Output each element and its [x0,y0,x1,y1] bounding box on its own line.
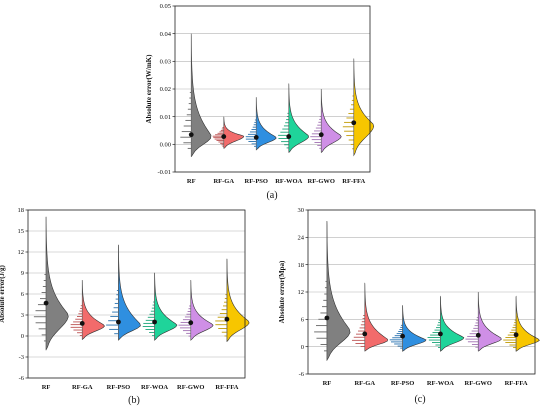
x-category-label: RF-PSO [391,380,414,387]
violin-rf-ga [223,116,245,149]
y-tick-label: -6 [299,371,305,378]
y-tick-label: 18 [298,262,305,269]
y-tick-label: 0.02 [160,86,171,93]
mean-point-rf-ffa [513,332,519,338]
mean-point-rf-gwo [188,320,194,326]
mean-point-rf-ffa [224,316,230,322]
y-tick-label: 0.03 [160,59,171,66]
x-category-label: RF-GWO [465,380,492,387]
violin-rf-ffa [226,258,250,342]
y-tick-label: 12 [298,289,305,296]
violin-rf [45,216,69,351]
x-category-label: RF-FFA [342,178,365,185]
x-category-label: RF-GA [354,380,375,387]
panel-label: (b) [128,395,140,406]
plot-frame [307,209,536,375]
y-tick-label: 3 [21,312,24,319]
violin-rf-ga [364,282,388,352]
y-tick-label: 0.05 [160,3,171,10]
mean-point-rf-pso [253,135,259,140]
x-category-label: RF-WOA [427,380,454,387]
mean-point-rf-pso [116,319,121,325]
violin-rf [326,220,351,362]
mean-point-rf-ga [221,134,227,139]
y-tick-label: -0.01 [157,169,171,176]
violin-rf-gwo [477,291,502,352]
violin-rf [190,33,212,157]
mean-point-rf-pso [400,333,405,339]
x-category-label: RF-PSO [245,178,268,185]
x-category-label: RF [42,384,51,391]
x-category-label: RF-WOA [275,178,302,185]
y-tick-label: 24 [298,235,305,242]
x-category-label: RF-GWO [177,384,204,391]
x-category-label: RF-GA [72,384,93,391]
violin-rf-woa [153,272,178,341]
y-tick-label: 30 [298,207,305,214]
y-tick-label: 0.00 [160,142,171,149]
y-tick-label: 0.01 [160,114,171,121]
violin-rf-ffa [353,58,375,157]
mean-point-rf [43,300,49,306]
y-tick-label: 12 [18,249,25,256]
chart-panel-1: -0.01 0.00 0.01 0.02 0.03 0.04 0.05 RF RF-GA RF-P… [145,3,375,201]
mean-point-rf-woa [438,331,443,337]
violin-rf-woa [288,83,309,153]
y-axis-title: Absolute error(W/mK) [145,54,153,124]
x-category-label: RF-FFA [215,384,238,391]
x-category-label: RF-FFA [505,380,528,387]
y-axis-title: Absolute error(Mpa) [278,260,286,323]
mean-point-rf [188,132,194,138]
y-tick-label: 9 [21,270,24,277]
chart-panel-3: -6 0 6 12 18 24 30 RF RF-GA RF-PSO RF-WOA RF-GWO RF-… [278,207,540,405]
y-tick-label: 15 [18,228,25,235]
x-category-label: RF-GWO [308,178,335,185]
y-tick-label: 0 [301,344,304,351]
mean-point-rf-ffa [351,120,357,126]
mean-point-rf-gwo [318,132,324,138]
mean-point-rf [324,315,330,321]
mean-point-rf-woa [152,319,157,325]
violin-rf-ffa [515,295,540,352]
violin-rf-woa [440,295,465,352]
panel-label: (c) [414,394,425,405]
mean-point-rf-ga [79,321,85,326]
x-category-label: RF [323,380,332,387]
violin-rf-gwo [320,88,342,153]
violin-rf-pso [402,304,427,352]
violin-rf-ga [81,279,105,341]
x-category-label: RF [187,178,196,185]
mean-point-rf-ga [362,331,368,337]
violin-rf-gwo [190,279,214,341]
y-tick-label: -6 [19,375,25,382]
mean-point-rf-woa [286,134,292,139]
y-tick-label: 0.04 [160,31,172,38]
violin-rf-pso [118,244,141,341]
chart-panel-2: -6 -3 0 3 6 9 12 15 18 RF RF-GA RF-PSO RF-WOA RF-GWO R… [0,207,250,406]
y-tick-label: 18 [18,207,25,214]
y-tick-label: 0 [21,333,24,340]
panel-label: (a) [266,190,277,201]
x-category-label: RF-GA [213,178,234,185]
violin-rf-pso [255,97,277,151]
y-tick-label: 6 [301,317,305,324]
y-tick-label: -3 [19,354,24,361]
plot-frame [27,209,246,379]
mean-point-rf-gwo [475,332,481,338]
y-tick-label: 6 [21,291,25,298]
x-category-label: RF-WOA [141,384,168,391]
x-category-label: RF-PSO [107,384,130,391]
y-axis-title: Absolute error(J/g) [0,265,6,323]
plot-frame [174,5,371,173]
